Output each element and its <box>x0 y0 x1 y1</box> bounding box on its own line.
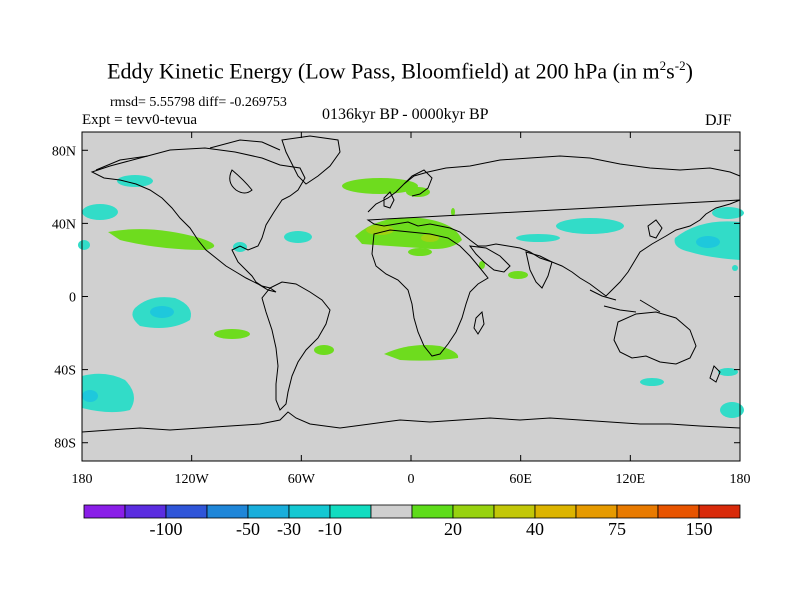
colorbar-label: -50 <box>236 519 260 539</box>
colorbar-labels: -100 -50 -30 -10 20 40 75 150 <box>150 519 713 539</box>
map-background <box>82 132 740 461</box>
lon-label: 0 <box>408 472 415 487</box>
colorbar-label: -100 <box>150 519 183 539</box>
latitude-ticks <box>82 149 740 444</box>
plot-title: Eddy Kinetic Energy (Low Pass, Bloomfiel… <box>107 58 693 84</box>
coastline-south-america <box>261 281 331 411</box>
lat-label: 80N <box>52 144 76 159</box>
lon-label: 60W <box>288 472 316 487</box>
anomaly-patch-negative-mid <box>82 390 98 402</box>
coastline-new-zealand <box>709 365 721 383</box>
colorbar-swatch <box>452 504 495 519</box>
colorbar-label: 40 <box>526 519 544 539</box>
anomaly-patch-negative <box>117 175 153 187</box>
coastline-arabia <box>468 245 511 273</box>
lat-label: 40N <box>52 217 76 232</box>
coastline-north-america <box>90 147 306 293</box>
colorbar-swatch <box>124 504 167 519</box>
anomaly-patch-negative-mid <box>696 236 720 248</box>
colorbar <box>83 504 741 519</box>
anomaly-patch-positive <box>479 261 485 269</box>
coastline-greenland <box>281 135 341 185</box>
anomaly-patch-positive <box>408 248 432 256</box>
anomaly-patch-positive-strong <box>366 225 394 235</box>
anomaly-patch-positive-strong <box>421 234 439 242</box>
coastline-scandinavia <box>403 169 433 197</box>
anomaly-patch-negative <box>718 368 738 376</box>
colorbar-swatch <box>534 504 577 519</box>
colorbar-swatch <box>370 504 413 519</box>
colorbar-swatch <box>616 504 659 519</box>
anomaly-patch-positive <box>406 187 430 197</box>
anomaly-patch-negative <box>732 265 738 271</box>
anomaly-patch-negative <box>516 234 560 242</box>
colorbar-swatch <box>83 504 126 519</box>
lon-label: 60E <box>509 472 532 487</box>
anomaly-patch-negative <box>82 373 134 413</box>
anomaly-patch-positive <box>214 329 250 339</box>
anomaly-patch-positive <box>384 345 459 361</box>
coastline-hudson-bay <box>229 169 253 194</box>
coastline-indonesia <box>589 289 661 313</box>
anomaly-patch-positive <box>451 208 455 216</box>
coastline-arctic-islands <box>95 139 281 171</box>
stats-text: rmsd= 5.55798 diff= -0.269753 <box>110 95 287 110</box>
lat-label: 80S <box>54 437 76 452</box>
lon-label: 120W <box>175 472 210 487</box>
longitude-ticks <box>81 132 741 461</box>
colorbar-label: 20 <box>444 519 462 539</box>
anomaly-patch-negative-mid <box>150 306 174 318</box>
coastline-japan <box>647 219 663 239</box>
anomaly-patch-positive <box>314 345 334 355</box>
coastline-australia <box>613 311 697 365</box>
anomaly-patch-negative <box>78 240 90 250</box>
lon-label: 180 <box>72 472 93 487</box>
coastline-africa <box>371 229 489 357</box>
lat-label: 0 <box>69 291 76 306</box>
lon-label: 180 <box>730 472 751 487</box>
coastline-uk <box>383 191 395 209</box>
colorbar-swatch <box>288 504 331 519</box>
lat-label: 40S <box>54 364 76 379</box>
colorbar-swatch <box>165 504 208 519</box>
anomaly-patch-negative <box>82 204 118 220</box>
anomaly-patch-negative <box>712 207 744 219</box>
colorbar-label: -30 <box>277 519 301 539</box>
colorbar-label: -10 <box>318 519 342 539</box>
colorbar-swatch <box>411 504 454 519</box>
coastlines <box>81 135 741 433</box>
colorbar-label: 150 <box>686 519 713 539</box>
anomaly-patch-negative <box>284 231 312 243</box>
colorbar-swatch <box>247 504 290 519</box>
anomaly-patch-negative <box>720 402 744 418</box>
coastline-india <box>525 251 553 289</box>
experiment-label: Expt = tevv0-tevua <box>82 112 198 128</box>
season-label: DJF <box>705 112 732 129</box>
coastline-eurasia <box>366 155 741 297</box>
coastline-madagascar <box>473 310 485 335</box>
colorbar-swatch <box>575 504 618 519</box>
anomaly-patch-negative <box>556 218 624 234</box>
anomaly-patch-negative <box>233 242 247 252</box>
lon-label: 120E <box>616 472 646 487</box>
anomaly-patch-positive <box>342 178 418 194</box>
colorbar-label: 75 <box>608 519 626 539</box>
period-label: 0136kyr BP - 0000kyr BP <box>322 106 489 123</box>
colorbar-swatch <box>206 504 249 519</box>
coastline-antarctica <box>81 411 741 433</box>
colorbar-swatch <box>657 504 700 519</box>
colorbar-swatch <box>329 504 372 519</box>
anomaly-patch-negative <box>640 378 664 386</box>
colorbar-swatch <box>698 504 741 519</box>
longitude-labels: 180 120W 60W 0 60E 120E 180 <box>72 472 751 487</box>
colorbar-swatch <box>493 504 536 519</box>
latitude-labels: 80N 40N 0 40S 80S <box>52 144 76 451</box>
anomaly-patch-positive <box>508 271 528 279</box>
anomaly-patch-positive <box>108 229 215 250</box>
